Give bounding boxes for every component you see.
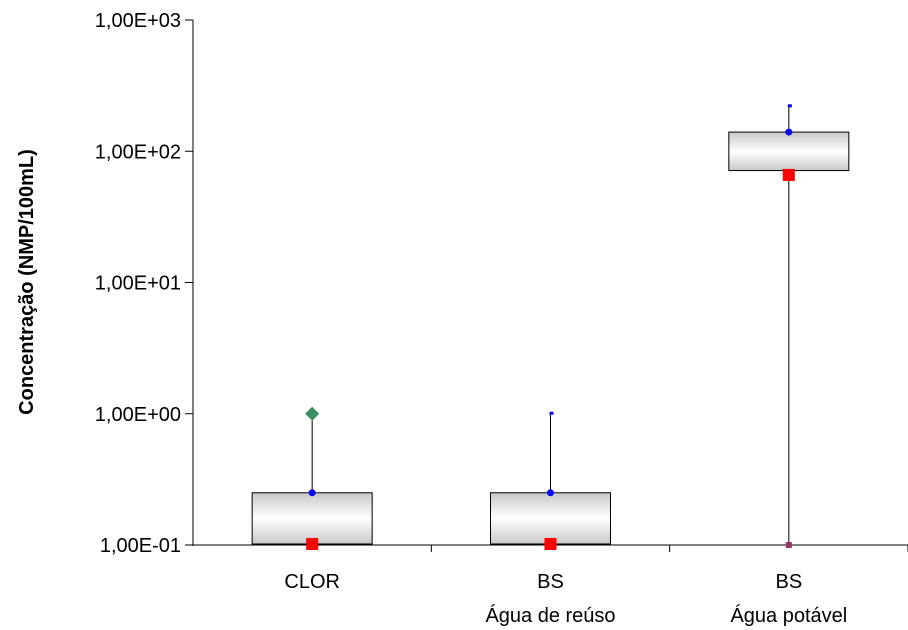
mean-marker (308, 489, 316, 497)
max-marker (549, 411, 554, 415)
y-tick-label: 1,00E-01 (100, 535, 181, 557)
y-axis: 1,00E-01 1,00E+00 1,00E+01 1,00E+02 1,00E+03 (95, 10, 194, 557)
max-marker (305, 406, 320, 421)
box-group (251, 406, 373, 550)
category-label: CLOR (284, 571, 340, 593)
plot-area (251, 104, 850, 550)
category-labels: CLOR BS Água de reúso BS Água potável (284, 571, 847, 627)
mean-marker (547, 489, 554, 497)
category-sublabel: Água potável (730, 604, 847, 627)
box-group (490, 411, 611, 550)
y-tick-label: 1,00E+02 (95, 141, 181, 163)
y-tick-label: 1,00E+00 (95, 404, 181, 426)
median-marker (782, 168, 795, 181)
y-tick-label: 1,00E+01 (95, 273, 181, 295)
category-label: BS (537, 571, 564, 593)
median-marker (544, 538, 557, 550)
box-rect (251, 492, 373, 545)
mean-marker (785, 128, 793, 136)
min-marker (785, 542, 792, 548)
box-rect (490, 492, 611, 545)
max-marker (787, 104, 792, 108)
y-ticks: 1,00E-01 1,00E+00 1,00E+01 1,00E+02 1,00E+03 (95, 10, 193, 557)
category-sublabel: Água de reúso (485, 604, 615, 627)
y-axis-title: Concentração (NMP/100mL) (16, 149, 38, 415)
x-ticks (430, 545, 908, 552)
box-rect (728, 131, 850, 172)
y-tick-label: 1,00E+03 (95, 10, 181, 32)
category-label: BS (775, 571, 802, 593)
box-group (728, 104, 850, 548)
median-marker (306, 538, 319, 550)
